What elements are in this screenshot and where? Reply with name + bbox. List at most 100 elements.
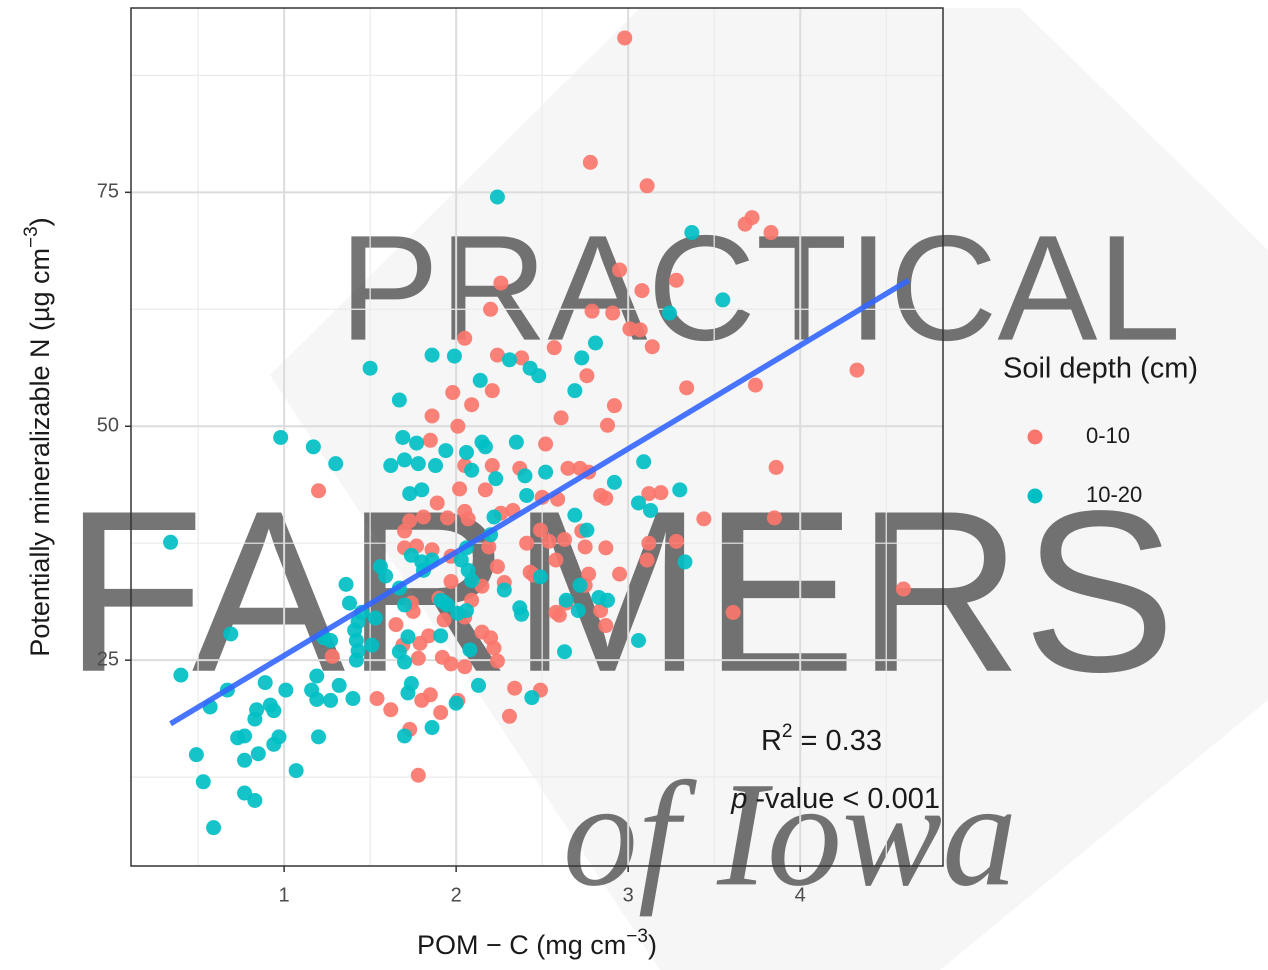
point: [572, 577, 588, 593]
point: [567, 507, 583, 523]
point: [553, 410, 569, 426]
point: [429, 495, 445, 511]
point: [519, 487, 535, 503]
point: [409, 435, 425, 451]
x-tick-label: 2: [451, 884, 462, 906]
point: [574, 350, 590, 366]
legend-label: 0-10: [1086, 423, 1130, 448]
x-axis-title-part: −3: [626, 926, 648, 947]
point: [570, 603, 586, 619]
point: [424, 408, 440, 424]
point: [481, 539, 497, 555]
point: [483, 301, 499, 317]
watermark-text: FARMERS: [64, 463, 1176, 720]
point: [532, 522, 548, 538]
point: [472, 372, 488, 388]
point: [501, 708, 517, 724]
point: [378, 568, 394, 584]
point: [309, 691, 325, 707]
point: [532, 569, 548, 585]
point: [446, 348, 462, 364]
point: [679, 380, 695, 396]
watermark: PRACTICAL FARMERS of Iowa: [64, 204, 1181, 918]
point: [458, 444, 474, 460]
annotation-part: -value < 0.001: [747, 783, 940, 815]
point: [661, 305, 677, 321]
point: [347, 622, 363, 638]
point: [641, 486, 657, 502]
legend-marker: [1027, 429, 1043, 445]
point: [895, 581, 911, 597]
point: [400, 685, 416, 701]
point: [507, 680, 523, 696]
point: [849, 362, 865, 378]
point: [436, 612, 452, 628]
point: [644, 339, 660, 355]
point: [508, 434, 524, 450]
point: [672, 482, 688, 498]
legend-title: Soil depth (cm): [1003, 353, 1198, 385]
point: [250, 746, 266, 762]
point: [538, 464, 554, 480]
point: [600, 592, 616, 608]
annotation: p -value < 0.001: [730, 783, 940, 815]
y-tick-label: 25: [97, 648, 119, 670]
point: [436, 594, 452, 610]
point: [548, 604, 564, 620]
x-tick-label: 3: [623, 884, 634, 906]
point: [567, 383, 583, 399]
point: [278, 682, 294, 698]
point: [598, 490, 614, 506]
annotation-part: R: [761, 725, 782, 757]
y-axis-title-part: Potentially mineralizable N (µg cm: [25, 248, 55, 657]
point: [433, 705, 449, 721]
x-axis-title-part: ): [648, 930, 657, 960]
point: [452, 481, 468, 497]
point: [397, 452, 413, 468]
point: [486, 640, 502, 656]
point: [541, 533, 557, 549]
y-axis-title-part: −3: [21, 226, 42, 248]
point: [457, 659, 473, 675]
point: [715, 292, 731, 308]
point: [612, 262, 628, 278]
point: [639, 178, 655, 194]
point: [450, 418, 466, 434]
point: [341, 595, 357, 611]
point: [641, 535, 657, 551]
point: [438, 443, 454, 459]
point: [424, 347, 440, 363]
point: [383, 458, 399, 474]
point: [383, 702, 399, 718]
grid: [131, 8, 943, 866]
point: [477, 439, 493, 455]
point: [223, 626, 239, 642]
point: [636, 454, 652, 470]
point: [266, 736, 282, 752]
point: [412, 635, 428, 651]
point: [367, 610, 383, 626]
point: [600, 417, 616, 433]
point: [464, 573, 480, 589]
point: [560, 460, 576, 476]
point: [395, 429, 411, 445]
point: [424, 720, 440, 736]
point: [696, 511, 712, 527]
point: [634, 283, 650, 299]
point: [725, 604, 741, 620]
x-axis-title-part: POM − C (mg cm: [417, 930, 626, 960]
point: [606, 398, 622, 414]
point: [188, 747, 204, 763]
point: [458, 603, 474, 619]
point: [606, 474, 622, 490]
point: [391, 392, 407, 408]
watermark-text: PRACTICAL: [339, 204, 1181, 372]
y-axis-title: Potentially mineralizable N (µg cm−3): [21, 217, 56, 656]
point: [524, 690, 540, 706]
point: [484, 383, 500, 399]
point: [744, 210, 760, 226]
point: [324, 648, 340, 664]
point: [288, 763, 304, 779]
point: [414, 482, 430, 498]
